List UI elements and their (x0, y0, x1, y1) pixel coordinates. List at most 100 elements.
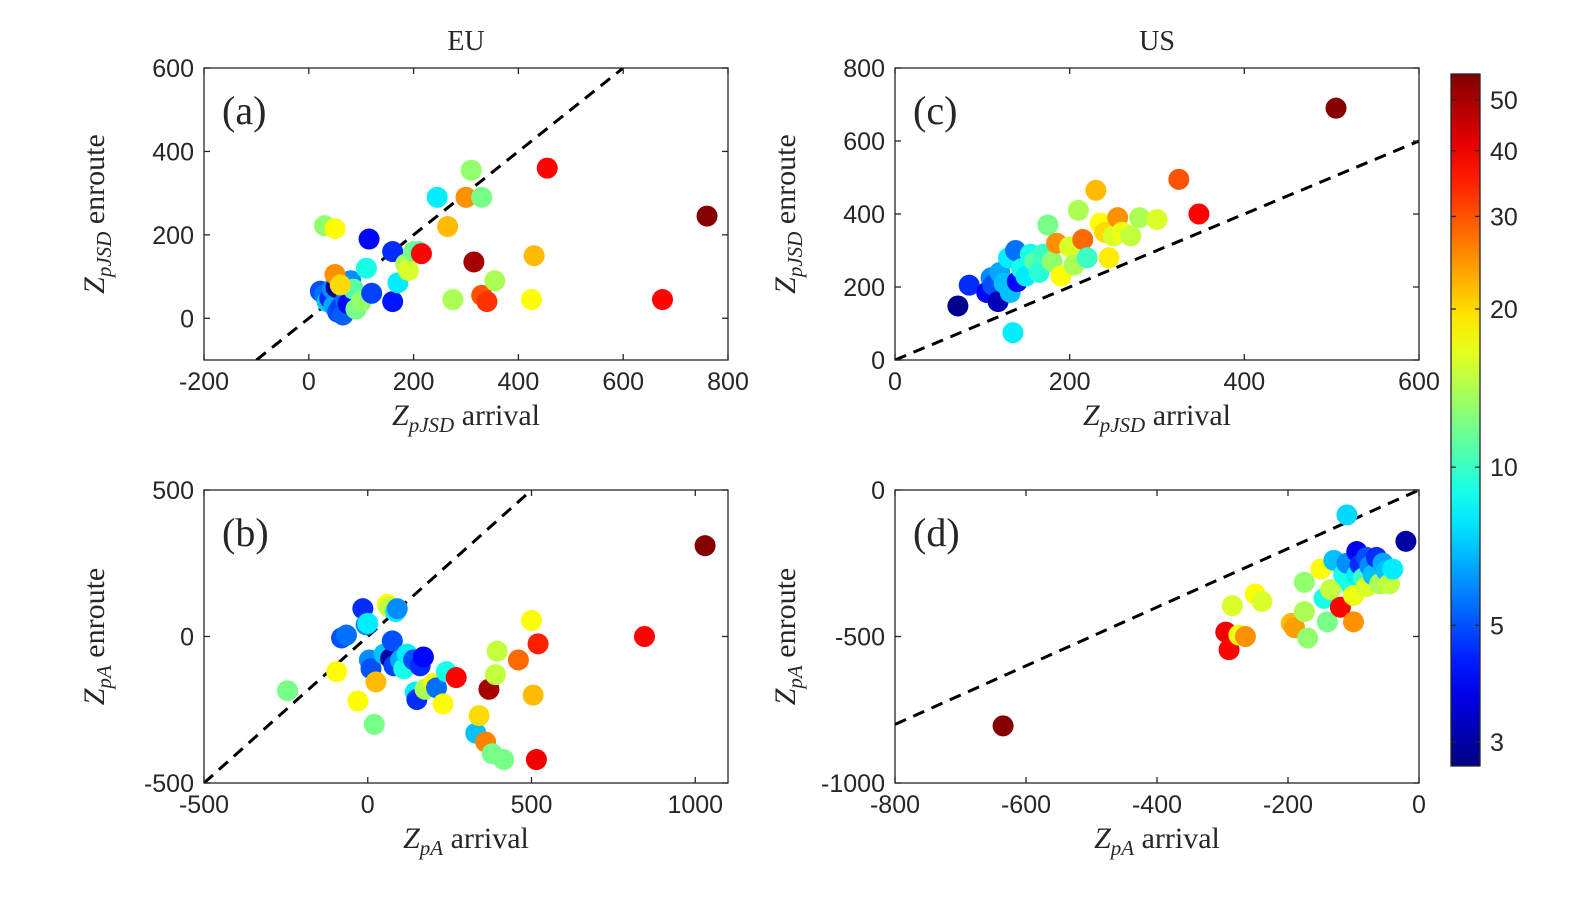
point-d-20 (1336, 504, 1358, 526)
point-a-17 (358, 228, 380, 250)
xlabel-text-d: arrival (1134, 822, 1220, 855)
point-b-1 (326, 661, 348, 683)
point-b-44 (522, 684, 544, 706)
point-c-0 (947, 295, 969, 317)
point-b-41 (493, 749, 515, 771)
point-d-15 (1316, 611, 1338, 633)
ytick-label-c-0: 0 (871, 347, 885, 375)
point-a-42 (523, 245, 545, 267)
point-d-3 (1221, 595, 1243, 617)
point-c-38 (1168, 168, 1190, 190)
xtick-label-a-3: 400 (498, 368, 540, 396)
points-b (277, 535, 716, 771)
colorbar-tick-label-5: 40 (1490, 138, 1518, 166)
colorbar-tick-label-6: 50 (1490, 87, 1518, 115)
xtick-label-d-0: -800 (870, 791, 920, 819)
xlabel-symbol-d: Z (1094, 822, 1111, 855)
point-d-38 (1382, 558, 1404, 580)
colorbar-tick-label-4: 30 (1490, 203, 1518, 231)
panel-a: -200 0 200 400 600 800 0 200 400 600 (a) ZpJSD arri… (78, 55, 749, 437)
point-b-19 (386, 598, 408, 620)
xtick-label-d-3: -200 (1263, 791, 1313, 819)
panel-label-a: (a) (222, 88, 266, 133)
point-c-27 (1076, 247, 1098, 269)
point-a-31 (426, 186, 448, 208)
xlabel-symbol-a: Z (392, 399, 409, 432)
xtick-label-a-2: 200 (393, 368, 435, 396)
point-c-35 (1120, 225, 1142, 247)
ytick-label-a-0: 0 (180, 305, 194, 333)
ytick-label-b-2: 500 (152, 477, 194, 505)
point-a-18 (361, 282, 383, 304)
reference-line-a (255, 68, 625, 360)
point-c-10 (1002, 322, 1024, 344)
points-c (947, 97, 1347, 344)
xlabel-subscript-c: pJSD (1098, 413, 1146, 437)
point-c-1 (958, 274, 980, 296)
ylabel-label-d: ZpA enroute (769, 568, 807, 705)
point-d-7 (1251, 590, 1273, 612)
reference-line-c (895, 139, 1419, 360)
point-b-11 (347, 690, 369, 712)
column-title-eu: EU (447, 26, 484, 57)
ytick-label-a-3: 600 (152, 55, 194, 83)
ytick-label-c-2: 400 (843, 201, 885, 229)
ylabel-text-d: enroute (769, 568, 802, 665)
point-c-40 (1325, 97, 1347, 119)
ylabel-text-c: enroute (769, 134, 802, 231)
ylabel-text-a: enroute (78, 134, 111, 231)
point-b-27 (412, 646, 434, 668)
point-d-39 (1395, 530, 1417, 552)
point-d-12 (1297, 627, 1319, 649)
point-c-25 (1067, 199, 1089, 221)
point-d-0 (992, 715, 1014, 737)
xtick-label-b-2: 500 (511, 791, 553, 819)
point-b-30 (426, 677, 448, 699)
point-a-30 (329, 274, 351, 296)
colorbar-tick-label-2: 10 (1490, 454, 1518, 482)
point-b-35 (468, 705, 490, 727)
points-d (992, 504, 1417, 737)
point-a-37 (471, 186, 493, 208)
point-a-44 (652, 289, 673, 311)
point-a-26 (410, 243, 432, 265)
point-a-23 (397, 259, 419, 281)
point-b-42 (507, 649, 529, 671)
point-a-20 (382, 291, 404, 313)
ytick-label-b-0: -500 (144, 770, 194, 798)
xtick-label-a-1: 0 (302, 368, 316, 396)
ylabel-subscript-a: pJSD (92, 232, 116, 280)
point-c-26 (1072, 229, 1094, 251)
column-title-us: US (1139, 26, 1175, 57)
ytick-label-a-2: 400 (152, 138, 194, 166)
point-b-3 (335, 624, 357, 646)
xtick-label-d-4: 0 (1412, 791, 1426, 819)
ytick-label-c-1: 200 (843, 274, 885, 302)
xlabel-subscript-b: pA (418, 836, 444, 860)
point-b-45 (525, 749, 547, 771)
xlabel-label-a: ZpJSD arrival (392, 399, 540, 437)
panel-label-b: (b) (222, 510, 269, 555)
point-b-39 (484, 664, 506, 686)
xlabel-text-a: arrival (454, 399, 540, 432)
point-a-43 (536, 157, 558, 179)
ylabel-symbol-c: Z (769, 277, 802, 294)
point-a-35 (460, 159, 482, 181)
xlabel-text-b: arrival (443, 822, 529, 855)
xtick-label-b-3: 1000 (667, 791, 723, 819)
point-c-39 (1188, 203, 1210, 225)
point-a-40 (484, 270, 506, 292)
ylabel-label-c: ZpJSD enroute (769, 134, 807, 294)
point-b-31 (432, 693, 454, 715)
point-b-46 (527, 633, 549, 655)
ytick-label-d-0: -1000 (821, 770, 885, 798)
point-b-33 (445, 667, 467, 689)
point-a-28 (324, 218, 346, 240)
xtick-label-a-0: -200 (179, 368, 229, 396)
colorbar-tick-label-3: 20 (1490, 296, 1518, 324)
xtick-label-d-1: -600 (1001, 791, 1051, 819)
point-a-45 (696, 205, 718, 227)
xlabel-symbol-b: Z (403, 822, 420, 855)
point-b-10 (365, 671, 387, 693)
